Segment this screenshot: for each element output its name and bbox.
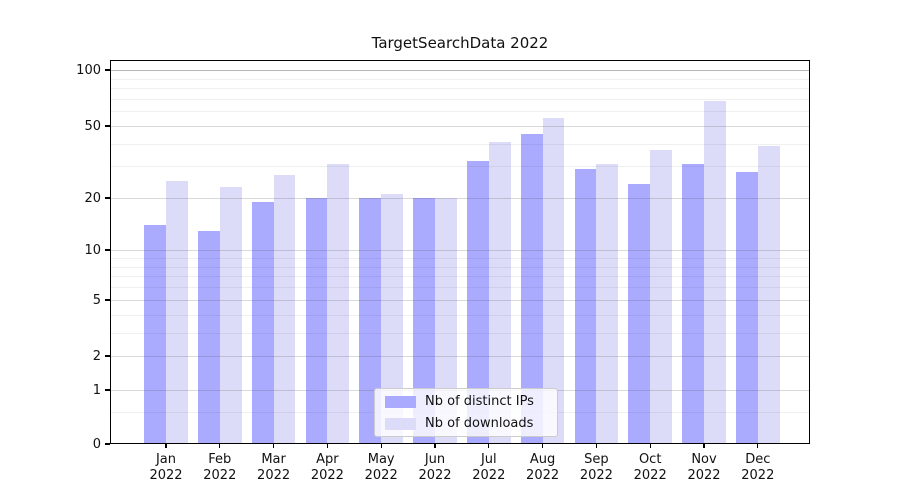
y-tick: [105, 125, 110, 127]
bar-downloads-dec: [757, 145, 780, 444]
y-tick: [105, 197, 110, 199]
y-tick-label: 1: [92, 382, 101, 398]
y-tick: [105, 389, 110, 391]
x-tick: [219, 444, 221, 448]
gridline-y-90: [110, 78, 810, 80]
x-tick: [434, 444, 436, 448]
x-tick-label-nov: Nov 2022: [687, 452, 721, 483]
bar-downloads-jan: [166, 180, 188, 444]
legend-swatch: [385, 396, 416, 408]
x-tick: [703, 444, 705, 448]
bar-downloads-aug: [542, 118, 565, 444]
bar-ips-sep: [574, 169, 597, 444]
y-tick-label: 100: [76, 62, 101, 78]
bar-ips-mar: [251, 201, 274, 444]
bar-downloads-may: [381, 194, 403, 444]
y-tick: [105, 249, 110, 251]
x-tick: [542, 444, 544, 448]
bar-downloads-sep: [596, 163, 619, 444]
bar-downloads-nov: [704, 101, 726, 444]
x-tick: [326, 444, 328, 448]
legend-item-downloads: Nb of downloads: [375, 413, 557, 435]
x-tick: [595, 444, 597, 448]
y-tick-label: 50: [84, 118, 101, 134]
x-tick: [380, 444, 382, 448]
bar-ips-jun: [413, 198, 435, 444]
bar-ips-oct: [628, 183, 651, 444]
x-tick-label-mar: Mar 2022: [257, 452, 291, 483]
y-tick: [105, 299, 110, 301]
bar-ips-jul: [467, 161, 489, 444]
bar-ips-dec: [736, 171, 758, 444]
x-tick: [649, 444, 651, 448]
bar-ips-feb: [198, 230, 220, 444]
y-tick: [105, 443, 110, 445]
bar-ips-jan: [144, 225, 166, 444]
bar-downloads-feb: [219, 187, 242, 444]
x-tick-label-jan: Jan 2022: [149, 452, 183, 483]
bar-ips-aug: [520, 134, 543, 444]
x-tick-label-feb: Feb 2022: [203, 452, 237, 483]
x-tick-label-jul: Jul 2022: [472, 452, 506, 483]
y-tick-label: 5: [92, 292, 101, 308]
legend: Nb of distinct IPs Nb of downloads: [374, 388, 558, 437]
y-tick-label: 10: [84, 242, 101, 258]
bar-downloads-apr: [327, 163, 350, 444]
x-tick: [757, 444, 759, 448]
x-tick-label-may: May 2022: [364, 452, 398, 483]
bar-downloads-jul: [488, 141, 511, 444]
bar-downloads-oct: [650, 149, 672, 444]
y-tick: [105, 69, 110, 71]
legend-label: Nb of distinct IPs: [425, 394, 534, 409]
gridline-y-80: [110, 88, 810, 90]
gridline-y-100: [110, 70, 810, 71]
x-tick-label-sep: Sep 2022: [579, 452, 613, 483]
legend-swatch: [385, 418, 416, 430]
x-tick-label-jun: Jun 2022: [418, 452, 452, 483]
x-tick: [273, 444, 275, 448]
x-tick-label-apr: Apr 2022: [310, 452, 344, 483]
bar-ips-may: [359, 198, 382, 444]
y-tick-label: 0: [92, 436, 101, 452]
chart-title: TargetSearchData 2022: [371, 34, 549, 52]
x-tick: [488, 444, 490, 448]
gridline-y-70: [110, 98, 810, 100]
x-tick-label-aug: Aug 2022: [526, 452, 560, 483]
legend-label: Nb of downloads: [425, 416, 534, 431]
bar-downloads-jun: [435, 198, 457, 444]
y-tick: [105, 355, 110, 357]
bar-downloads-mar: [273, 174, 296, 444]
legend-item-distinct-ips: Nb of distinct IPs: [375, 391, 557, 413]
y-tick-label: 2: [92, 348, 101, 364]
bar-ips-nov: [682, 163, 704, 444]
y-tick-label: 20: [84, 190, 101, 206]
x-tick-label-oct: Oct 2022: [633, 452, 667, 483]
bar-ips-apr: [305, 198, 328, 444]
x-tick-label-dec: Dec 2022: [741, 452, 775, 483]
x-tick: [165, 444, 167, 448]
